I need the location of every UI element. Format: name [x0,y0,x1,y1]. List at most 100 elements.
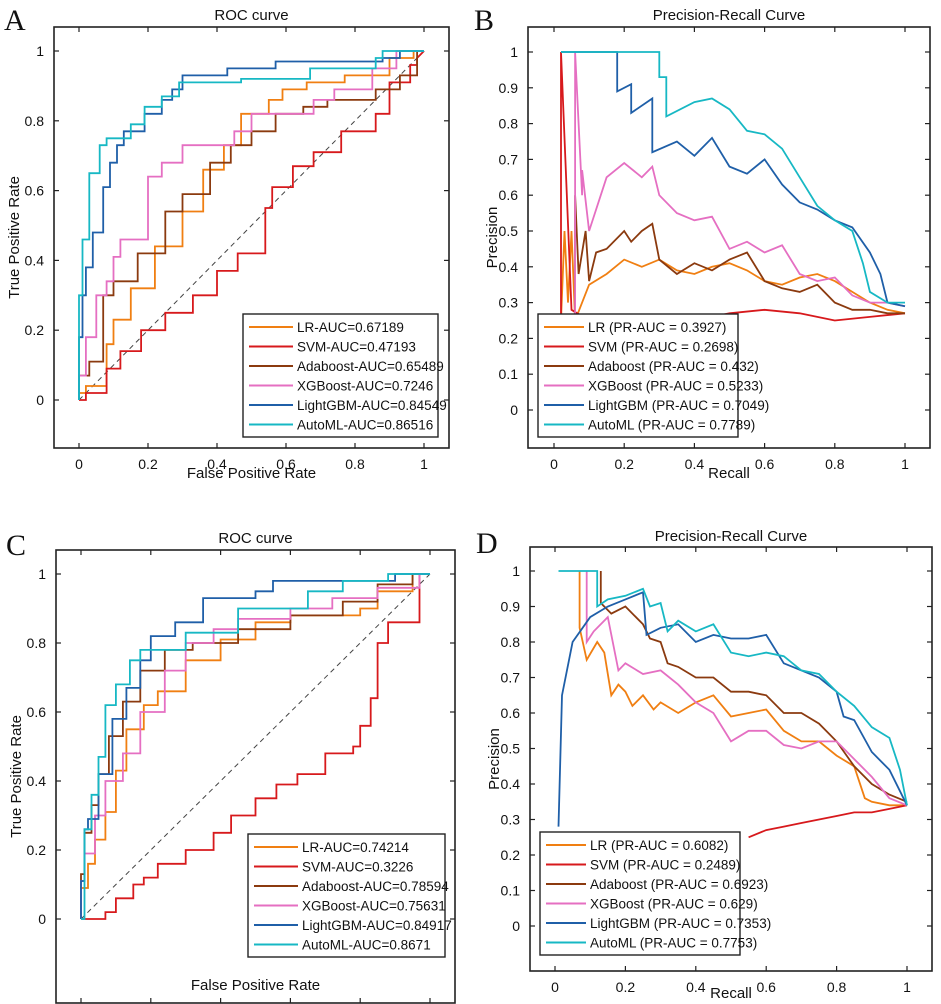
y-tick-label: 1 [38,566,46,582]
plot-area [78,50,425,401]
y-tick-label: 0.9 [501,599,521,615]
y-tick-label: 1 [36,43,44,59]
y-tick-label: 0.4 [27,773,47,789]
series-line-xgboost [80,573,430,919]
y-tick-label: 0.6 [499,187,519,203]
legend-label-lightgbm: LightGBM (PR-AUC = 0.7353) [590,916,771,931]
series-line-svm [81,573,430,920]
series-line-lightgbm [78,50,424,400]
y-tick-label: 0.7 [501,670,521,686]
y-tick-label: 0.8 [27,635,47,651]
x-tick-label: 0 [551,979,559,995]
legend: LR (PR-AUC = 0.6082) SVM (PR-AUC = 0.2489… [539,831,771,956]
legend-label-automl: AutoML-AUC=0.8671 [302,938,431,953]
chart-title: Precision-Recall Curve [653,7,806,24]
y-tick-label: 0 [512,918,520,934]
legend-box [537,313,739,438]
chart-title: Precision-Recall Curve [655,528,808,545]
x-axis-label: Recall [710,985,752,1002]
y-tick-label: 0.5 [499,223,519,239]
legend-label-lightgbm: LightGBM-AUC=0.84917 [302,918,452,933]
series-line-lr [560,230,906,321]
legend-label-lr: LR-AUC=0.67189 [297,320,404,335]
legend-label-adaboost: Adaboost-AUC=0.65489 [297,359,444,374]
legend-label-automl: AutoML (PR-AUC = 0.7789) [588,418,755,433]
x-tick-label: 0.2 [138,456,158,472]
x-tick-label: 1 [901,456,909,472]
x-tick-label: 0.8 [345,456,365,472]
legend: LR (PR-AUC = 0.3927) SVM (PR-AUC = 0.2698… [537,313,769,438]
y-tick-label: 0.6 [501,705,521,721]
legend-label-lightgbm: LightGBM-AUC=0.84549 [297,398,447,413]
y-axis-label: True Positive Rate [6,176,23,299]
legend-box [242,313,439,438]
legend-label-automl: AutoML (PR-AUC = 0.7753) [590,936,757,951]
legend-label-svm: SVM-AUC=0.47193 [297,340,416,355]
x-tick-label: 0.8 [825,456,845,472]
legend-box [247,833,446,958]
y-tick-label: 0 [38,911,46,927]
panel-B: B Precision-Recall Curve 0 0.2 0.4 0.6 0.8 1 0 0.… [474,4,931,482]
panel-letter: C [6,529,26,562]
panel-D: D Precision-Recall Curve 0 0.2 0.4 0.6 0.8 1 0 0.… [476,527,933,1002]
legend: LR-AUC=0.74214 SVM-AUC=0.3226 Adaboost-AUC… [247,833,452,958]
y-tick-label: 0.3 [499,295,519,311]
series-line-lr [78,50,424,400]
legend-label-adaboost: Adaboost (PR-AUC = 0.6923) [590,877,768,892]
series-line-svm [748,804,908,839]
legend-label-xgboost: XGBoost (PR-AUC = 0.5233) [588,379,763,394]
panel-A: A ROC curve 0 0.2 0.4 0.6 0.8 1 0 0.2 0.4 0.6 0.8 1 Fa… [4,4,450,482]
legend-label-lr: LR-AUC=0.74214 [302,840,409,855]
y-axis-label: Precision [484,207,501,269]
legend: LR-AUC=0.67189 SVM-AUC=0.47193 Adaboost-AU… [242,313,447,438]
y-tick-label: 0.5 [501,741,521,757]
y-tick-label: 0 [510,402,518,418]
chart-title: ROC curve [214,7,288,24]
y-tick-label: 0.8 [501,634,521,650]
series-line-lightgbm [557,591,908,827]
x-tick-label: 0 [75,456,83,472]
legend-label-xgboost: XGBoost-AUC=0.7246 [297,379,433,394]
x-tick-label: 1 [420,456,428,472]
series-line-svm [560,51,906,326]
x-axis-label: False Positive Rate [191,977,320,994]
y-tick-label: 0 [36,392,44,408]
plot-frame [53,26,450,449]
y-axis-label: True Positive Rate [8,715,25,838]
y-tick-label: 0.8 [25,113,45,129]
series-line-adaboost [599,571,908,803]
y-tick-label: 0.4 [501,776,521,792]
y-tick-label: 0.2 [501,847,521,863]
x-tick-label: 0 [550,456,558,472]
series-line-automl [558,570,908,806]
legend-label-adaboost: Adaboost (PR-AUC = 0.432) [588,359,759,374]
x-axis-label: Recall [708,465,750,482]
legend-label-adaboost: Adaboost-AUC=0.78594 [302,879,449,894]
legend-label-xgboost: XGBoost (PR-AUC = 0.629) [590,897,758,912]
y-tick-label: 0.7 [499,151,519,167]
legend-label-automl: AutoML-AUC=0.86516 [297,418,433,433]
x-tick-label: 1 [903,979,911,995]
y-tick-label: 0.2 [499,330,519,346]
x-axis-label: False Positive Rate [187,465,316,482]
panel-letter: B [474,4,494,37]
legend-label-svm: SVM-AUC=0.3226 [302,860,413,875]
plot-frame [527,26,931,449]
chance-diagonal [78,50,425,401]
y-tick-label: 0.4 [25,252,45,268]
y-tick-label: 0.6 [25,183,45,199]
x-tick-label: 0.4 [686,979,706,995]
y-tick-label: 0.3 [501,812,521,828]
panel-letter: D [476,527,498,560]
x-tick-label: 0.4 [685,456,705,472]
x-tick-label: 0.2 [614,456,634,472]
plot-area [80,573,431,920]
series-line-xgboost [78,50,424,400]
y-tick-label: 0.9 [499,80,519,96]
series-line-automl [561,51,905,304]
legend-label-svm: SVM (PR-AUC = 0.2489) [590,858,740,873]
plot-frame [55,549,456,1004]
series-line-lightgbm [561,51,906,308]
